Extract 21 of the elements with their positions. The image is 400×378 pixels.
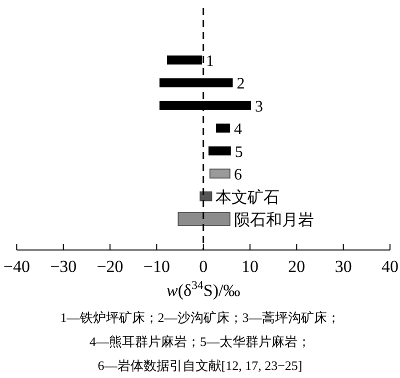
y-tick-label: 4 [234,121,242,138]
y-tick-label: 2 [236,76,245,93]
x-tick-label: −40 [3,257,30,276]
y-tick-label: 5 [234,144,243,161]
text: 6—岩体数据引自文献[12, 17, 23−25] [98,358,302,373]
x-tick-label: 40 [382,257,398,276]
x-tick-label: 20 [288,257,306,276]
y-tick-label: 1 [206,53,214,70]
y-tick-label: 3 [254,98,263,116]
y-tick-label: 陨石和月岩 [234,211,314,229]
x-tick-label: −10 [143,257,170,276]
y-tick-label: 6 [234,166,242,184]
x-tick-label: −30 [50,257,77,276]
y-tick-label: 本文矿石 [216,188,280,206]
text: 4—熊耳群片麻岩；5—太华群片麻岩； [90,334,310,349]
x-tick-label: 10 [242,257,259,276]
x-axis-title: w(δ$^{34}$S)/‰ [166,278,240,300]
x-tick-label: −20 [96,257,124,276]
x-tick-label: 0 [199,257,208,276]
x-tick-label: 30 [334,257,352,276]
text: 1—铁炉坪矿床；2—沙沟矿床；3—蒿坪沟矿床； [60,310,340,325]
